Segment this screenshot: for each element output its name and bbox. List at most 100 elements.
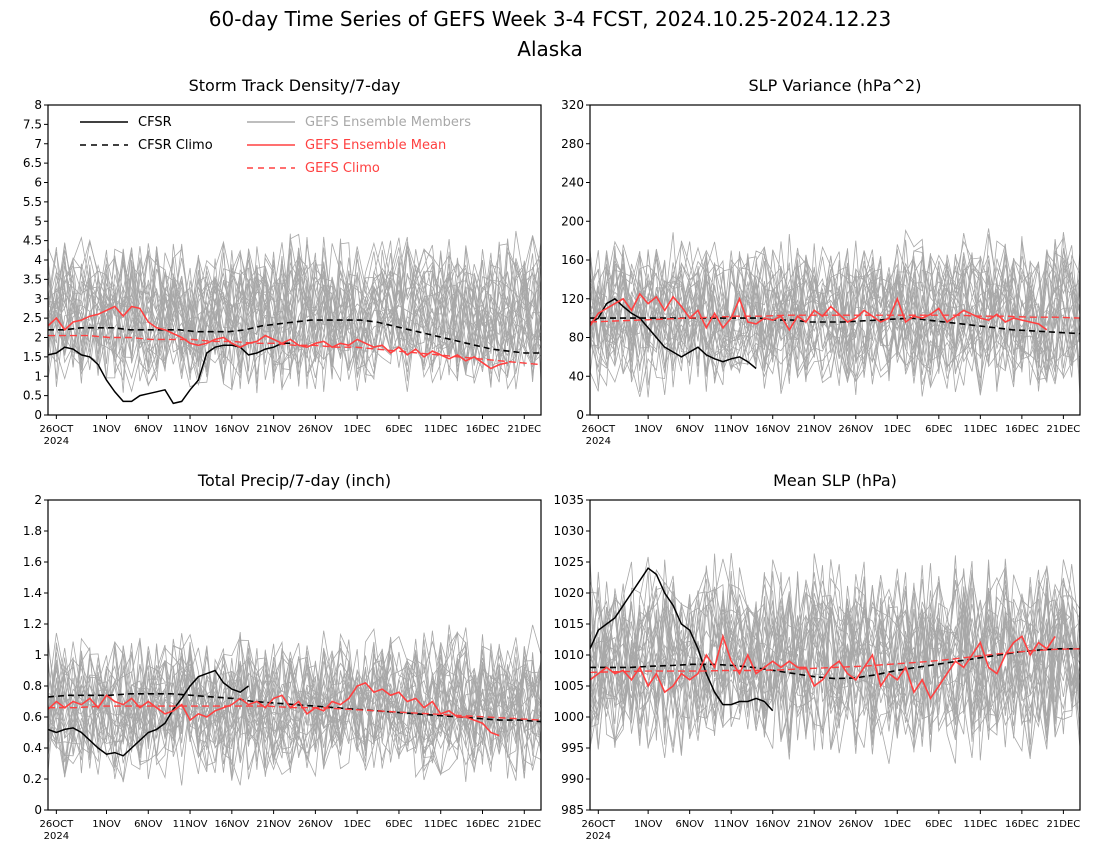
- x-tick-label: 21NOV: [797, 424, 832, 435]
- ensemble-member-line: [48, 641, 541, 777]
- ensemble-member-line: [48, 648, 541, 771]
- y-tick-label: 2.5: [23, 311, 42, 325]
- ensemble-member-line: [48, 236, 541, 384]
- ensemble-member-line: [590, 239, 1080, 380]
- ensemble-member-line: [590, 243, 1080, 392]
- ensemble-member-line: [48, 649, 541, 761]
- x-tick-label: 26NOV: [838, 424, 873, 435]
- y-tick-label: 1015: [553, 617, 584, 631]
- series-line-gefs-ensemble-mean: [48, 305, 508, 370]
- panel-title: Mean SLP (hPa): [773, 471, 897, 490]
- series-line-gefs-climo: [48, 334, 541, 366]
- x-tick-label: 21DEC: [1047, 819, 1081, 830]
- series-line-cfsr-climo: [48, 319, 541, 354]
- ensemble-member-line: [48, 243, 541, 380]
- x-tick-label: 26OCT: [581, 819, 616, 830]
- panel-storm-track-density: Storm Track Density/7-day 0 0.5 1 1.5 2 2.5 3 3.…: [23, 76, 542, 447]
- y-tick-label: 1: [34, 369, 42, 383]
- ensemble-member-line: [590, 567, 1080, 749]
- ensemble-members: [590, 552, 1080, 764]
- y-tick-label: 0.5: [23, 389, 42, 403]
- x-tick-label: 26OCT: [40, 424, 75, 435]
- y-tick-label: 1030: [553, 524, 584, 538]
- x-tick-label: 26OCT: [581, 424, 616, 435]
- y-tick-label: 0.4: [23, 741, 42, 755]
- x-tick-label: 11NOV: [173, 819, 208, 830]
- legend-gefs-climo-label: GEFS Climo: [305, 161, 380, 176]
- x-tick-label: 26OCT: [40, 819, 75, 830]
- y-tick-label: 0.6: [23, 710, 42, 724]
- y-tick-label: 5.5: [23, 195, 42, 209]
- y-tick-label: 280: [561, 137, 584, 151]
- y-tick-label: 1: [34, 648, 42, 662]
- x-tick-label: 16DEC: [466, 819, 500, 830]
- x-tick-label: 1DEC: [343, 819, 370, 830]
- ensemble-member-line: [48, 634, 541, 779]
- ensemble-member-line: [48, 242, 541, 385]
- x-tick-label: 21DEC: [507, 424, 541, 435]
- x-tick-label: 16NOV: [214, 819, 249, 830]
- y-tick-label: 1.4: [23, 586, 42, 600]
- x-tick-label: 21DEC: [507, 819, 541, 830]
- y-tick-label: 320: [561, 98, 584, 112]
- panel-total-precip: Total Precip/7-day (inch)00.20.40.60.811…: [23, 471, 542, 842]
- ensemble-member-line: [48, 641, 541, 786]
- x-tick-label: 1NOV: [634, 424, 663, 435]
- y-tick-label: 7: [34, 137, 42, 151]
- x-tick-label: 11DEC: [963, 424, 997, 435]
- ensemble-member-line: [48, 645, 541, 764]
- y-tick-label: 1.5: [23, 350, 42, 364]
- y-tick-label: 1035: [553, 493, 584, 507]
- x-tick-label: 11NOV: [714, 819, 749, 830]
- legend-cfsr-climo-label: CFSR Climo: [138, 138, 213, 153]
- series-line-cfsr-climo: [590, 647, 1080, 680]
- x-tick-label: 26NOV: [298, 424, 333, 435]
- x-tick-label: 11NOV: [173, 424, 208, 435]
- legend-members-label: GEFS Ensemble Members: [305, 115, 471, 130]
- y-tick-label: 1010: [553, 648, 584, 662]
- x-year-label: 2024: [44, 436, 69, 447]
- x-tick-label: 6NOV: [675, 424, 704, 435]
- series-line-gefs-ensemble-mean: [590, 633, 1056, 701]
- ensemble-member-line: [590, 264, 1080, 393]
- ensemble-member-line: [590, 577, 1080, 750]
- x-tick-label: 16DEC: [466, 424, 500, 435]
- ensemble-member-line: [590, 571, 1080, 753]
- y-tick-label: 0: [34, 408, 42, 422]
- legend: CFSR CFSR Climo GEFS Ensemble Members GE…: [80, 115, 471, 176]
- series-line-cfsr: [590, 567, 774, 712]
- x-tick-label: 21NOV: [256, 424, 291, 435]
- ensemble-member-line: [48, 632, 541, 780]
- legend-cfsr-label: CFSR: [138, 115, 172, 130]
- y-tick-label: 1.6: [23, 555, 42, 569]
- legend-mean-label: GEFS Ensemble Mean: [305, 138, 446, 153]
- x-tick-label: 21NOV: [797, 819, 832, 830]
- y-tick-label: 8: [34, 98, 42, 112]
- y-tick-label: 1020: [553, 586, 584, 600]
- panel-title: Total Precip/7-day (inch): [197, 471, 391, 490]
- x-tick-label: 1NOV: [92, 819, 121, 830]
- x-tick-label: 1DEC: [884, 424, 911, 435]
- x-year-label: 2024: [586, 831, 611, 842]
- x-tick-label: 6NOV: [675, 819, 704, 830]
- y-tick-label: 3.5: [23, 272, 42, 286]
- x-tick-label: 11DEC: [424, 819, 458, 830]
- ensemble-member-line: [48, 624, 541, 770]
- x-year-label: 2024: [586, 436, 611, 447]
- series-group: [48, 669, 541, 757]
- x-tick-label: 1DEC: [884, 819, 911, 830]
- ensemble-member-line: [48, 248, 541, 374]
- y-tick-label: 0.2: [23, 772, 42, 786]
- y-tick-label: 200: [561, 214, 584, 228]
- ensemble-member-line: [48, 638, 541, 779]
- series-line-gefs-climo: [590, 314, 1080, 323]
- x-tick-label: 6DEC: [925, 819, 952, 830]
- y-tick-label: 0: [576, 408, 584, 422]
- x-tick-label: 21DEC: [1047, 424, 1081, 435]
- y-tick-label: 990: [561, 772, 584, 786]
- x-tick-label: 1DEC: [343, 424, 370, 435]
- series-group: [590, 567, 1080, 712]
- x-tick-label: 16DEC: [1005, 819, 1039, 830]
- ensemble-member-line: [48, 245, 541, 375]
- ensemble-member-line: [48, 240, 541, 391]
